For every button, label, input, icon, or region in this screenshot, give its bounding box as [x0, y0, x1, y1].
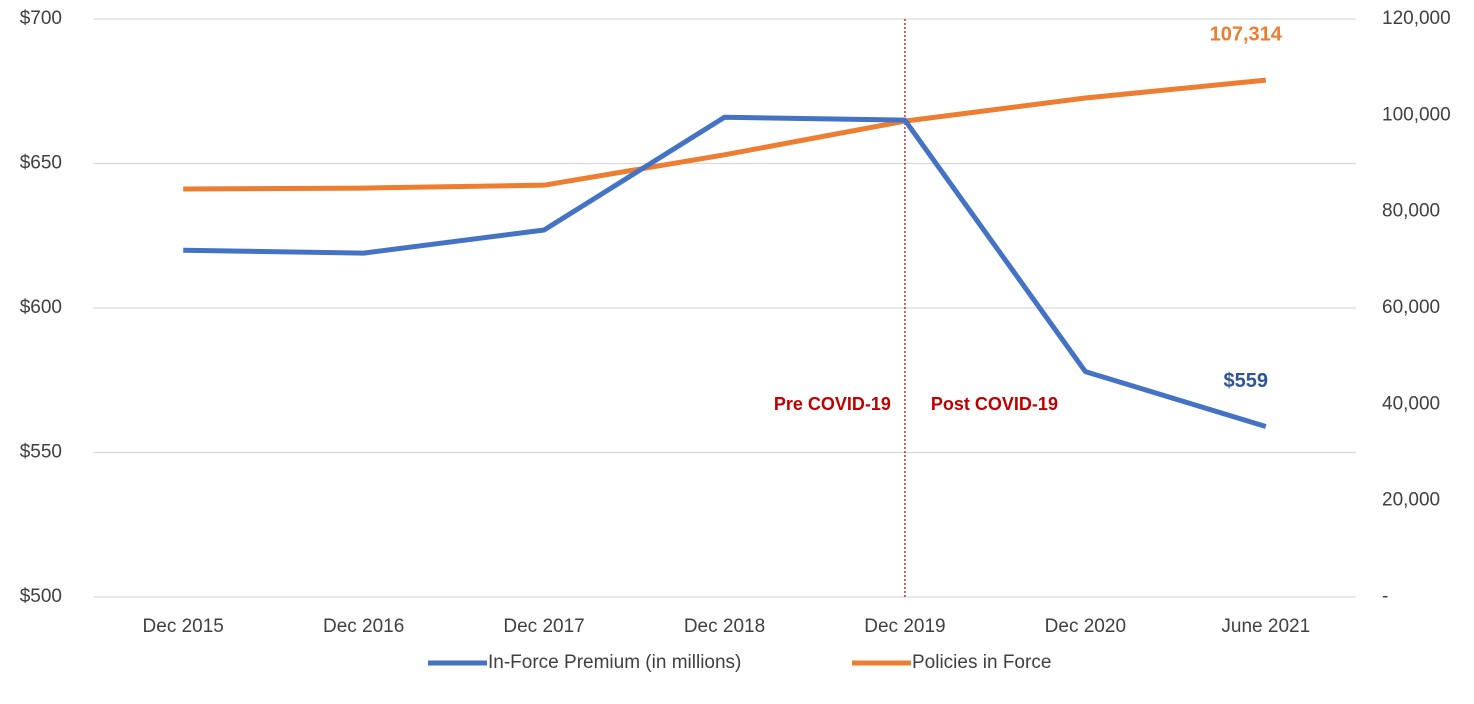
x-tick-label: Dec 2016	[323, 616, 404, 637]
y2-tick-label: 120,000	[1382, 8, 1451, 29]
y2-tick-label: 80,000	[1382, 201, 1440, 222]
annotation: Post COVID-19	[931, 394, 1058, 414]
x-tick-label: Dec 2017	[503, 616, 584, 637]
x-tick-label: Dec 2019	[864, 616, 945, 637]
y2-tick-label: -	[1382, 586, 1388, 607]
legend-label: In-Force Premium (in millions)	[488, 652, 741, 673]
y-tick-label: $700	[20, 8, 62, 29]
y-tick-label: $650	[20, 153, 62, 174]
y-tick-label: $550	[20, 442, 62, 463]
data-label: 107,314	[1210, 23, 1283, 45]
x-tick-label: Dec 2018	[684, 616, 765, 637]
data-label: $559	[1224, 370, 1269, 392]
series-line	[183, 114, 1267, 429]
annotation: Pre COVID-19	[774, 394, 891, 414]
x-tick-label: June 2021	[1221, 616, 1310, 637]
y2-tick-label: 40,000	[1382, 393, 1440, 414]
y2-tick-label: 60,000	[1382, 297, 1440, 318]
y-tick-label: $500	[20, 586, 62, 607]
x-tick-label: Dec 2015	[143, 616, 224, 637]
y2-tick-label: 100,000	[1382, 104, 1451, 125]
x-tick-label: Dec 2020	[1045, 616, 1126, 637]
legend-label: Policies in Force	[912, 652, 1051, 673]
series-line	[183, 77, 1267, 192]
y-tick-label: $600	[20, 297, 62, 318]
y2-tick-label: 20,000	[1382, 490, 1440, 511]
